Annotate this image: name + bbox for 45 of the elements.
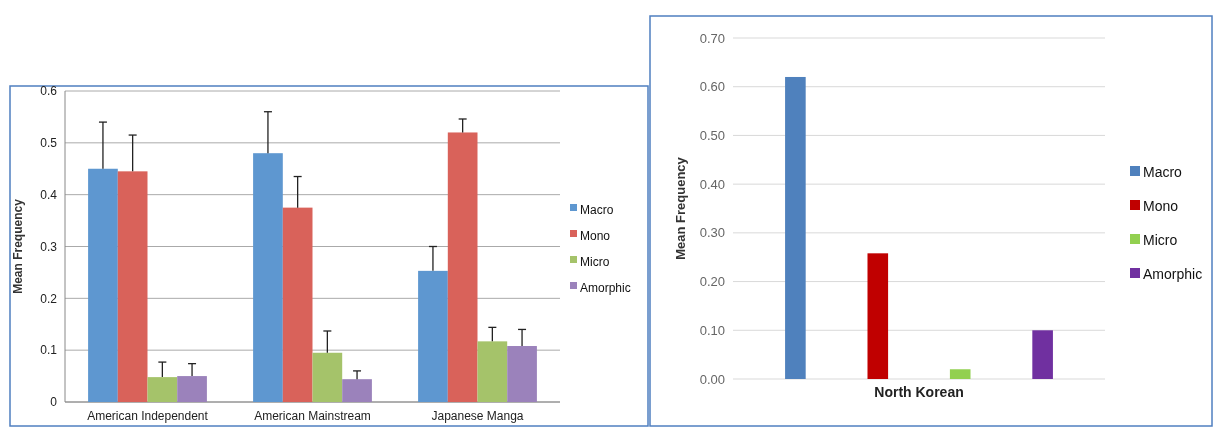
- y-tick-label: 0.50: [699, 127, 725, 143]
- y-tick-label: 0.3: [40, 239, 58, 254]
- bar: [177, 376, 207, 402]
- legend-label: Macro: [580, 203, 614, 218]
- bar: [147, 377, 178, 402]
- bar: [1032, 330, 1053, 379]
- y-tick-label: 0: [50, 395, 58, 410]
- bar: [253, 153, 283, 402]
- y-tick-label: 0.20: [699, 274, 725, 290]
- y-tick-label: 0.4: [40, 187, 58, 202]
- x-tick-label: American Independent: [87, 409, 209, 423]
- y-tick-label: 0.6: [40, 84, 58, 99]
- y-tick-label: 0.70: [699, 30, 725, 46]
- y-tick-label: 0.30: [699, 225, 725, 241]
- legend-label: Macro: [1143, 163, 1183, 180]
- y-tick-label: 0.10: [699, 322, 725, 338]
- bar: [867, 253, 889, 379]
- bar: [785, 76, 806, 379]
- legend-label: Mono: [1143, 197, 1179, 214]
- bar: [117, 171, 148, 402]
- legend-label: Micro: [1143, 231, 1178, 248]
- y-axis-title: Mean Frequency: [673, 156, 688, 260]
- legend-label: Amorphic: [580, 281, 631, 296]
- x-tick-label: Japanese Manga: [431, 409, 524, 423]
- bar: [88, 168, 118, 402]
- y-tick-label: 0.00: [699, 371, 725, 387]
- y-tick-label: 0.2: [40, 291, 58, 306]
- y-tick-label: 0.60: [699, 79, 725, 95]
- y-tick-label: 0.1: [40, 343, 58, 358]
- bar: [282, 207, 313, 402]
- legend-label: Amorphic: [1143, 265, 1203, 282]
- bar: [447, 132, 478, 402]
- bar: [342, 379, 372, 402]
- x-tick-label: North Korean: [874, 384, 964, 400]
- bar: [949, 369, 971, 379]
- bar: [418, 270, 448, 402]
- legend-label: Mono: [580, 229, 611, 244]
- bar: [477, 341, 508, 402]
- y-axis-title: Mean Frequency: [11, 198, 25, 294]
- y-tick-label: 0.40: [699, 176, 725, 192]
- bar: [507, 346, 537, 402]
- x-tick-label: American Mainstream: [254, 409, 371, 423]
- y-tick-label: 0.5: [40, 136, 58, 151]
- legend-label: Micro: [580, 255, 610, 270]
- bar: [312, 352, 343, 402]
